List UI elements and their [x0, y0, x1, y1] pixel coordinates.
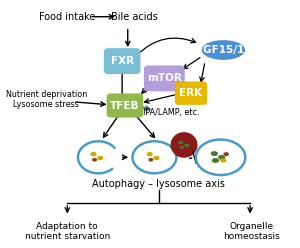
- Ellipse shape: [212, 158, 219, 163]
- Ellipse shape: [184, 144, 189, 147]
- Text: mTOR: mTOR: [147, 73, 182, 83]
- Ellipse shape: [211, 151, 218, 156]
- Ellipse shape: [202, 40, 245, 60]
- Ellipse shape: [170, 132, 197, 158]
- Text: ATG5/LIPA/LAMP, etc.: ATG5/LIPA/LAMP, etc.: [115, 108, 200, 117]
- Ellipse shape: [218, 155, 225, 160]
- FancyBboxPatch shape: [144, 65, 185, 91]
- Ellipse shape: [153, 156, 160, 160]
- Text: Organelle
homeostasis: Organelle homeostasis: [223, 221, 280, 241]
- FancyBboxPatch shape: [104, 48, 140, 74]
- Ellipse shape: [148, 158, 153, 162]
- Text: FXR: FXR: [111, 56, 134, 66]
- Ellipse shape: [220, 158, 226, 163]
- Ellipse shape: [147, 152, 153, 156]
- Ellipse shape: [90, 152, 97, 156]
- Text: FGF15/19: FGF15/19: [196, 45, 251, 55]
- Ellipse shape: [97, 156, 103, 160]
- Ellipse shape: [92, 158, 97, 162]
- Text: ERK: ERK: [179, 88, 203, 98]
- Text: Adaptation to
nutrient starvation: Adaptation to nutrient starvation: [25, 221, 110, 241]
- Text: Food intake: Food intake: [39, 12, 95, 22]
- Text: Autophagy – lysosome axis: Autophagy – lysosome axis: [92, 179, 225, 189]
- Text: Bile acids: Bile acids: [111, 12, 158, 22]
- Ellipse shape: [178, 141, 183, 144]
- Ellipse shape: [180, 146, 184, 149]
- Ellipse shape: [224, 152, 229, 156]
- Text: TFEB: TFEB: [110, 100, 140, 111]
- Text: Nutrient deprivation
Lysosome stress: Nutrient deprivation Lysosome stress: [6, 90, 87, 109]
- FancyBboxPatch shape: [107, 93, 143, 118]
- FancyBboxPatch shape: [175, 81, 207, 105]
